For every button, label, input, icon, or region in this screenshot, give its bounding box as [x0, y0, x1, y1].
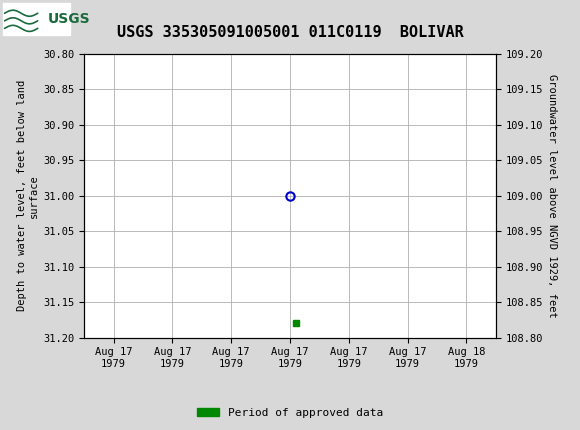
Text: USGS: USGS: [48, 12, 90, 26]
Y-axis label: Depth to water level, feet below land
surface: Depth to water level, feet below land su…: [17, 80, 39, 311]
FancyBboxPatch shape: [3, 3, 70, 35]
Text: USGS 335305091005001 011C0119  BOLIVAR: USGS 335305091005001 011C0119 BOLIVAR: [117, 25, 463, 40]
Legend: Period of approved data: Period of approved data: [193, 403, 387, 422]
Y-axis label: Groundwater level above NGVD 1929, feet: Groundwater level above NGVD 1929, feet: [547, 74, 557, 317]
